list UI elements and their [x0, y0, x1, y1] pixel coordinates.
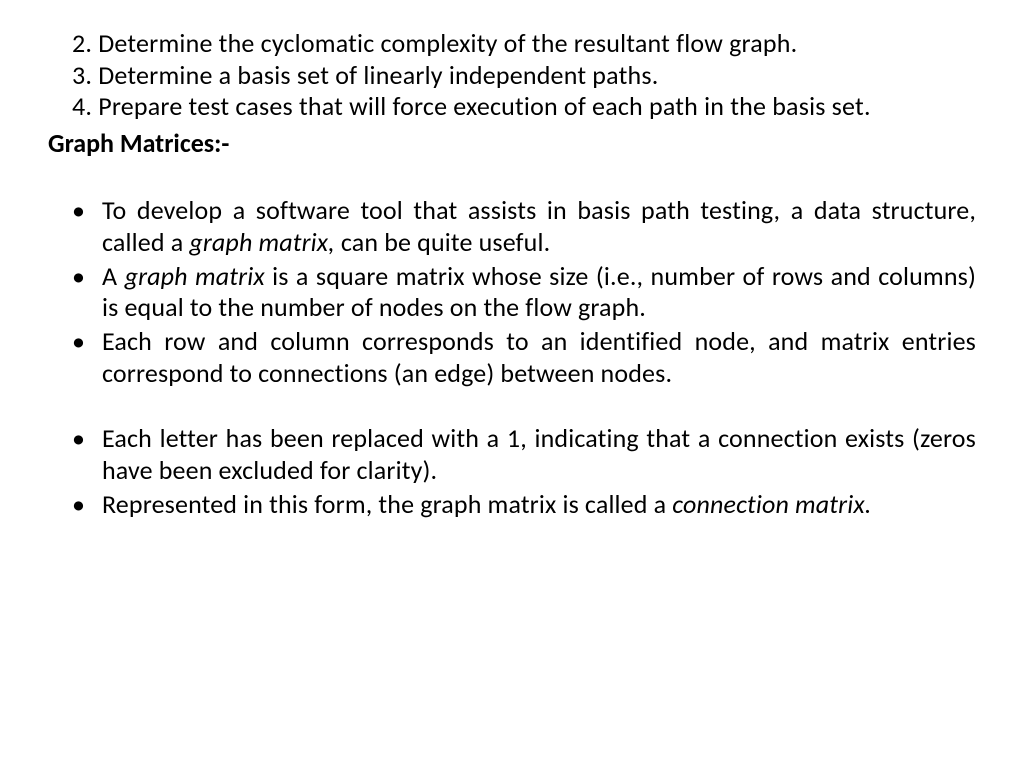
bullet-item-1: To develop a software tool that assists …	[102, 195, 976, 258]
bullet-text: Represented in this form, the graph matr…	[102, 488, 672, 520]
paragraph-gap	[48, 391, 976, 423]
numbered-item-3: 3. Determine a basis set of linearly ind…	[72, 60, 976, 92]
italic-term: graph matrix,	[189, 226, 334, 258]
numbered-item-2: 2. Determine the cyclomatic complexity o…	[72, 28, 976, 60]
bullet-list: To develop a software tool that assists …	[48, 195, 976, 389]
italic-term: connection matrix.	[672, 488, 871, 520]
numbered-item-4: 4. Prepare test cases that will force ex…	[72, 91, 976, 123]
bullet-item-2: A graph matrix is a square matrix whose …	[102, 261, 976, 324]
bullet-item-5: Represented in this form, the graph matr…	[102, 489, 976, 521]
bullet-item-4: Each letter has been replaced with a 1, …	[102, 423, 976, 486]
section-heading: Graph Matrices:-	[48, 127, 976, 159]
bullet-text: can be quite useful.	[335, 226, 550, 258]
bullet-item-3: Each row and column corresponds to an id…	[102, 326, 976, 389]
bullet-list-2: Each letter has been replaced with a 1, …	[48, 423, 976, 520]
numbered-list: 2. Determine the cyclomatic complexity o…	[48, 28, 976, 123]
bullet-text: A	[102, 260, 125, 292]
italic-term: graph matrix	[125, 260, 265, 292]
